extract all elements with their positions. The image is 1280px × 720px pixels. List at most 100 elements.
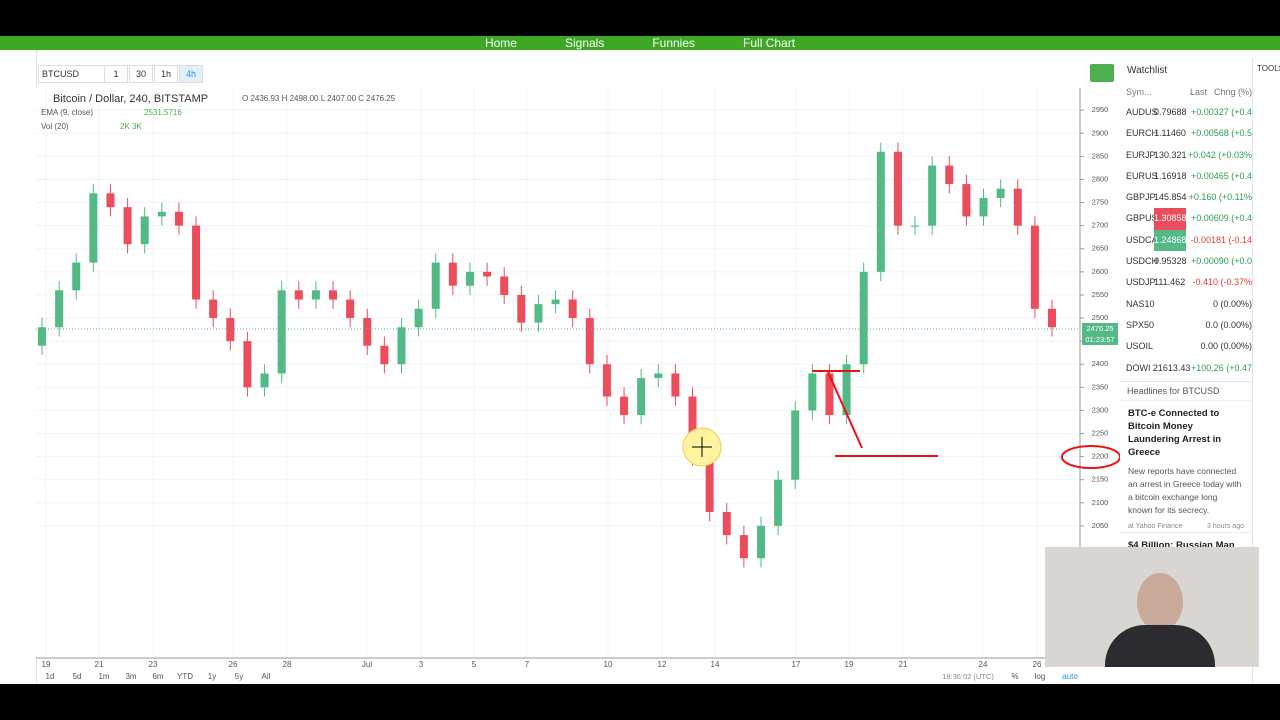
interval-button[interactable]: 1: [104, 65, 128, 83]
last-price: 0.79688: [1154, 107, 1187, 117]
y-tick-label: 2500: [1092, 313, 1109, 322]
x-tick-label: 14: [711, 660, 720, 669]
candle-body: [209, 299, 218, 319]
watchlist-row[interactable]: SPX50 0.0 (0.00%): [1120, 315, 1252, 336]
watchlist-row[interactable]: USDCH 0.95328 +0.00090 (+0.0: [1120, 251, 1252, 272]
watchlist-row[interactable]: DOWI 21613.43 +100.26 (+0.47: [1120, 358, 1252, 379]
interval-button[interactable]: 1h: [154, 65, 178, 83]
symbol: USDJP: [1126, 277, 1156, 288]
x-tick-label: 19: [42, 660, 51, 669]
headlines-title: Headlines for BTCUSD: [1127, 385, 1220, 396]
candle-body: [722, 512, 731, 536]
symbol: USDCA: [1126, 234, 1158, 245]
candle-body: [329, 290, 338, 300]
range-button[interactable]: All: [262, 672, 271, 681]
last-price: 145.854: [1154, 192, 1187, 203]
watchlist-row[interactable]: NAS10 0 (0.00%): [1120, 294, 1252, 315]
watchlist-row[interactable]: USOIL 0.00 (0.00%): [1120, 336, 1252, 357]
range-button[interactable]: 5d: [73, 672, 82, 681]
watchlist-row[interactable]: USDCA 1.24868 -0.00181 (-0.14: [1120, 229, 1252, 252]
watchlist-row[interactable]: GBPJP 145.854 +0.160 (+0.11%: [1120, 187, 1252, 208]
x-tick-label: 28: [283, 660, 292, 669]
last-price: [1154, 294, 1185, 315]
headline: BTC-e Connected to Bitcoin Money Launder…: [1128, 407, 1222, 458]
column-header: Sym...: [1126, 87, 1152, 97]
last-price-box: [1082, 323, 1118, 345]
clock: 18:36:02 (UTC): [942, 672, 994, 681]
change: +100.26 (+0.47: [1190, 362, 1252, 373]
candle-body: [380, 345, 389, 365]
range-button[interactable]: 1m: [98, 672, 109, 681]
interval-button[interactable]: 30: [129, 65, 153, 83]
x-tick-label: 3: [419, 660, 424, 669]
countdown: 01:23:57: [1085, 335, 1114, 344]
candle-body: [739, 535, 748, 559]
symbol: EURCH: [1126, 128, 1159, 139]
annotation: [1061, 445, 1120, 469]
symbol: USDCH: [1126, 256, 1159, 267]
x-tick-label: 23: [149, 660, 158, 669]
range-button[interactable]: YTD: [177, 672, 193, 681]
x-tick-label: 5: [472, 660, 477, 669]
nav-link[interactable]: Home: [484, 36, 517, 50]
watchlist-row[interactable]: EURJP 130.321 +0.042 (+0.03%: [1120, 145, 1252, 166]
y-tick-label: 2950: [1092, 105, 1109, 114]
watchlist-row[interactable]: GBPUS 1.30858 +0.00609 (+0.4: [1120, 208, 1252, 230]
log-toggle: log: [1035, 672, 1046, 681]
x-tick-label: 19: [845, 660, 854, 669]
candle-body: [311, 290, 320, 300]
vol-value: 2K 3K: [120, 122, 142, 131]
source: at Yahoo Finance: [1128, 522, 1183, 530]
watchlist-row[interactable]: AUDUS 0.79688 +0.00327 (+0.4: [1120, 102, 1252, 123]
symbol: DOWI: [1126, 362, 1151, 373]
meta: at Yahoo Finance 3 hours ago: [1128, 523, 1244, 530]
candle-body: [962, 184, 971, 217]
watchlist-row[interactable]: EURUS 1.16918 +0.00465 (+0.4: [1120, 166, 1252, 187]
range-button[interactable]: 5y: [235, 672, 243, 681]
last-price: [1153, 336, 1184, 357]
last-price: 21613.43: [1152, 362, 1191, 373]
change: 0.0 (0.00%): [1205, 319, 1252, 330]
candle-body: [637, 378, 646, 416]
nav-link[interactable]: Funnies: [652, 36, 696, 50]
candle-body: [945, 165, 954, 185]
candle-body: [1030, 225, 1039, 309]
snapshot-button[interactable]: [1090, 64, 1114, 82]
interval-button[interactable]: 4h: [179, 65, 203, 83]
candle-body: [1013, 188, 1022, 226]
candle-body: [465, 271, 474, 286]
candle-body: [294, 290, 303, 300]
candle-body: [106, 193, 115, 208]
candle-body: [277, 290, 286, 374]
range-button[interactable]: 6m: [152, 672, 163, 681]
symbol: EURUS: [1126, 170, 1158, 181]
x-tick-label: 26: [1033, 660, 1042, 669]
candle-body: [517, 294, 526, 323]
candle-body: [1048, 308, 1056, 328]
symbol: GBPUS: [1126, 213, 1158, 224]
column-header: Chng (%): [1213, 87, 1252, 97]
symbol: USOIL: [1126, 341, 1154, 352]
nav-link[interactable]: Full Chart: [743, 36, 796, 50]
nav-link[interactable]: Signals: [564, 36, 605, 50]
range-button[interactable]: 1d: [46, 672, 55, 681]
x-tick-label: 21: [95, 660, 104, 669]
range-button[interactable]: 1y: [208, 672, 216, 681]
candle-body: [55, 290, 64, 328]
x-tick-label: Jul: [362, 660, 372, 669]
change: +0.00609 (+0.4: [1190, 213, 1252, 224]
symbol: GBPJP: [1126, 192, 1156, 203]
candle-body: [72, 262, 81, 291]
watchlist-row[interactable]: USDJP 111.462 -0.410 (-0.37%: [1120, 272, 1252, 293]
candle-body: [243, 341, 252, 388]
watchlist-row[interactable]: EURCH 1.11460 +0.00568 (+0.5: [1120, 123, 1252, 144]
headline-item[interactable]: BTC-e Connected to Bitcoin Money Launder…: [1120, 399, 1252, 532]
candle-body: [979, 197, 988, 217]
range-button[interactable]: 3m: [125, 672, 136, 681]
headline-item[interactable]: $4 Billion: Russian Man Arrested for All…: [1120, 531, 1252, 554]
y-tick-label: 2050: [1092, 521, 1109, 530]
candle-body: [791, 410, 800, 480]
candle-body: [756, 525, 765, 559]
x-tick-label: 21: [899, 660, 908, 669]
change: -0.410 (-0.37%: [1192, 277, 1252, 288]
